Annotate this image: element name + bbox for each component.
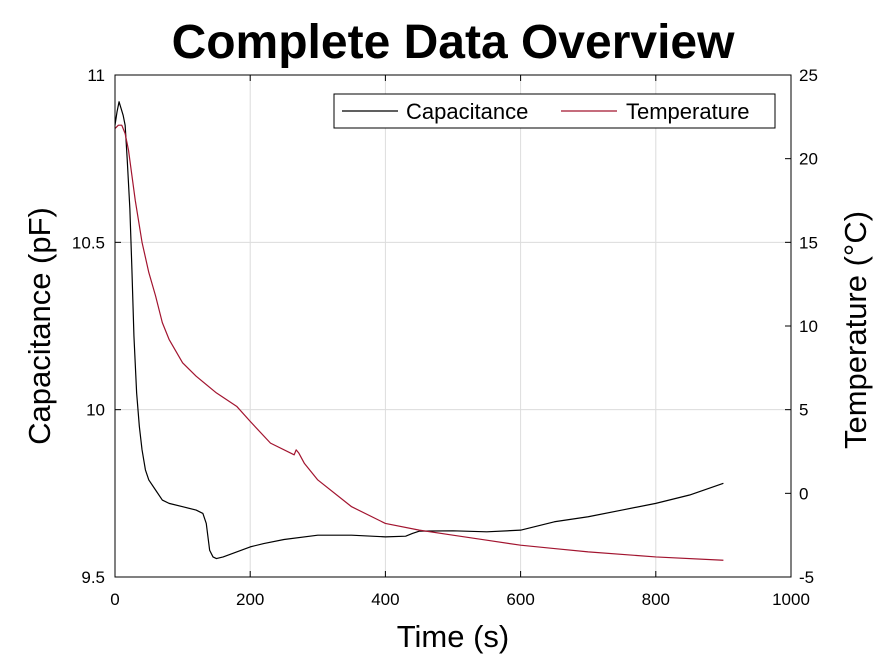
x-tick-label: 200 xyxy=(236,590,264,609)
series-line-capacitance xyxy=(114,101,724,560)
y-left-tick-label: 10.5 xyxy=(72,233,105,252)
y-right-tick-label: 10 xyxy=(799,317,818,336)
legend-label-temperature: Temperature xyxy=(626,99,750,124)
x-tick-label: 400 xyxy=(371,590,399,609)
grid xyxy=(115,75,791,577)
y-right-tick-label: 20 xyxy=(799,150,818,169)
x-tick-label: 1000 xyxy=(772,590,810,609)
y-left-tick-label: 11 xyxy=(87,66,105,85)
legend-label-capacitance: Capacitance xyxy=(406,99,528,124)
y-axis-right: -5 0 5 10 15 20 25 xyxy=(785,66,818,587)
y-axis-left-label: Capacitance (pF) xyxy=(22,207,57,445)
x-tick-label: 0 xyxy=(110,590,119,609)
y-right-tick-label: 5 xyxy=(799,401,808,420)
x-tick-label: 600 xyxy=(506,590,534,609)
y-axis-right-label: Temperature (°C) xyxy=(838,211,873,449)
y-right-tick-label: -5 xyxy=(799,568,814,587)
y-right-tick-label: 0 xyxy=(799,484,808,503)
y-right-tick-label: 25 xyxy=(799,66,818,85)
legend-box xyxy=(333,93,776,129)
legend: Capacitance Temperature xyxy=(333,93,776,129)
chart-title: Complete Data Overview xyxy=(172,16,736,69)
x-tick-label: 800 xyxy=(642,590,670,609)
y-axis-left: 9.5 10 10.5 11 xyxy=(72,66,121,587)
series-line-temperature xyxy=(114,124,724,561)
y-left-tick-label: 10 xyxy=(86,401,105,420)
y-right-tick-label: 15 xyxy=(799,233,818,252)
y-left-tick-label: 9.5 xyxy=(81,568,105,587)
x-axis: 0 200 400 600 800 1000 xyxy=(110,75,810,609)
x-axis-label: Time (s) xyxy=(397,619,510,654)
series-layer xyxy=(114,101,724,561)
